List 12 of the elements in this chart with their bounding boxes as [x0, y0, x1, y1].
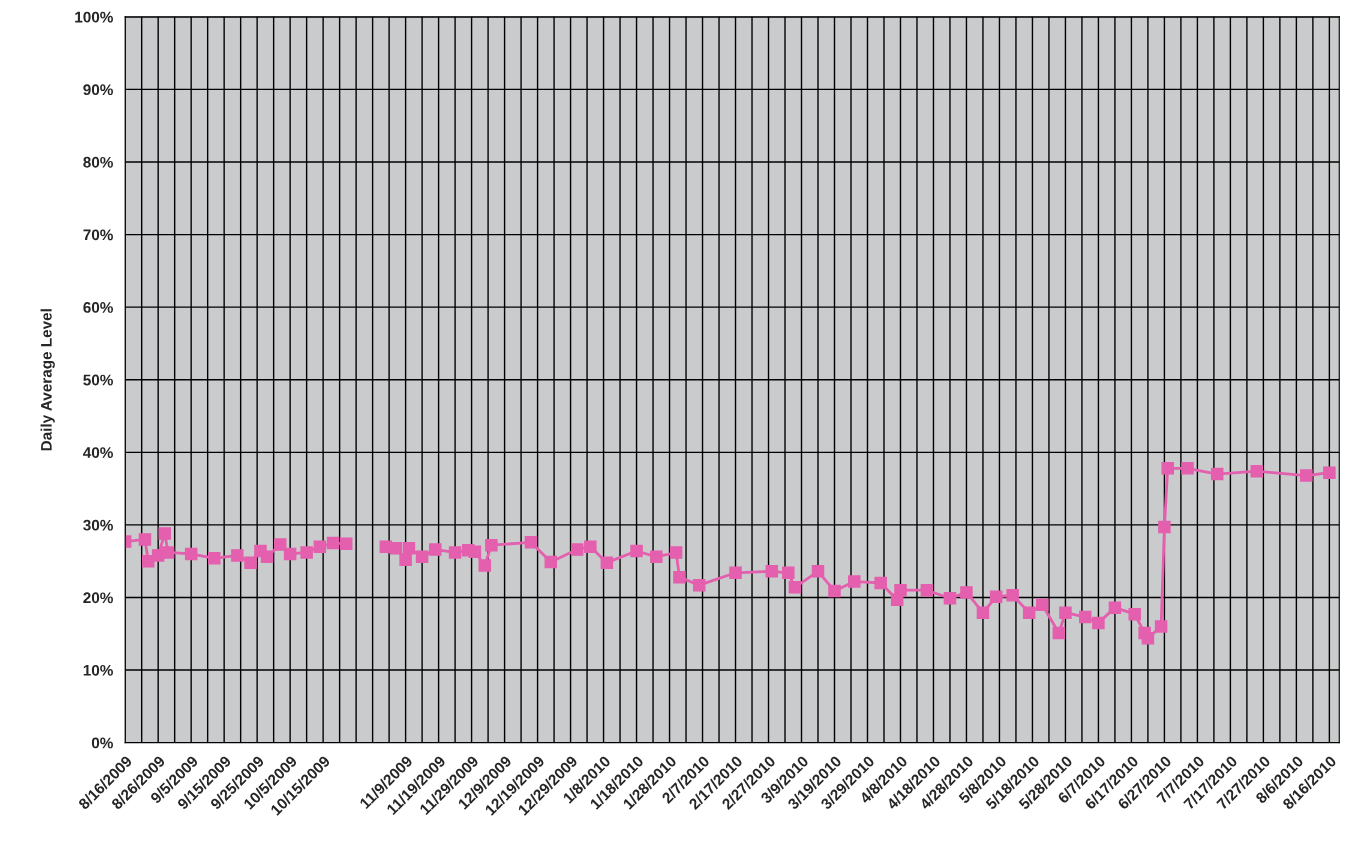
y-tick-label: 40%	[83, 447, 113, 459]
y-tick-label: 80%	[83, 156, 113, 168]
y-tick-label: 0%	[91, 737, 113, 749]
y-tick-label: 60%	[83, 302, 113, 313]
y-tick-label: 70%	[83, 229, 113, 241]
y-tick-label: 30%	[83, 519, 113, 531]
y-tick-label: 90%	[83, 84, 113, 96]
y-axis-title: Daily Average Level	[40, 309, 55, 451]
y-tick-label: 100%	[75, 11, 113, 23]
y-tick-label: 20%	[83, 592, 113, 604]
y-tick-label: 50%	[83, 374, 113, 386]
y-tick-label: 10%	[83, 664, 113, 676]
